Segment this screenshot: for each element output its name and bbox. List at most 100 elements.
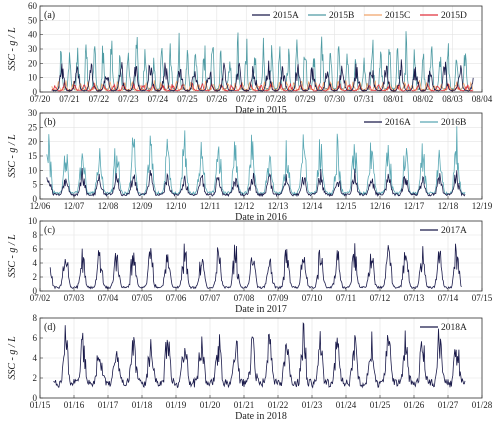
series-line-2018A	[53, 322, 466, 389]
x-tick-label: 07/27	[236, 94, 257, 104]
x-tick-label: 07/14	[438, 293, 459, 303]
x-tick-label: 12/19	[472, 201, 493, 211]
y-tick-label: 30	[28, 44, 38, 54]
legend-label-2017A: 2017A	[441, 226, 467, 236]
x-tick-label: 12/18	[438, 201, 459, 211]
x-tick-label: 01/21	[234, 400, 255, 410]
x-tick-label: 07/15	[472, 293, 493, 303]
x-tick-label: 07/21	[59, 94, 80, 104]
x-tick-label: 12/10	[166, 201, 187, 211]
x-tick-label: 07/28	[265, 94, 286, 104]
series-line-2016B	[46, 126, 466, 197]
x-tick-label: 12/08	[98, 201, 119, 211]
x-tick-label: 12/14	[302, 201, 323, 211]
chart-panel-2: 0 5 10 15 20 25 30 12/06 12/07 12/08 12/09 12/10 12/…	[7, 108, 493, 223]
legend-label-2018A: 2018A	[441, 323, 467, 333]
x-tick-label: 07/02	[30, 293, 51, 303]
x-tick-label: 01/20	[200, 400, 221, 410]
panel-label: (a)	[44, 10, 55, 21]
y-tick-label: 20	[28, 137, 38, 147]
x-axis-label: Date in 2017	[235, 304, 287, 315]
x-tick-label: 07/25	[177, 94, 198, 104]
y-tick-label: 0	[33, 286, 38, 296]
legend-label-2015D: 2015D	[441, 11, 467, 21]
x-tick-label: 12/11	[200, 201, 220, 211]
x-tick-label: 07/04	[98, 293, 119, 303]
x-tick-label: 08/04	[472, 94, 493, 104]
x-tick-label: 07/24	[148, 94, 169, 104]
y-tick-label: 20	[28, 58, 38, 68]
x-tick-label: 01/27	[438, 400, 459, 410]
y-tick-label: 25	[28, 122, 38, 132]
series-line-2017A	[49, 243, 462, 290]
series-line-2015D	[51, 81, 474, 92]
x-tick-label: 01/19	[166, 400, 187, 410]
y-tick-label: 0	[33, 393, 38, 403]
legend-label-2015C: 2015C	[385, 11, 410, 21]
x-tick-label: 01/28	[472, 400, 493, 410]
y-axis-label: SSC - g / L	[7, 336, 18, 380]
x-tick-label: 07/12	[370, 293, 391, 303]
x-tick-label: 01/25	[370, 400, 391, 410]
x-axis-label: Date in 2018	[235, 411, 287, 422]
panel-label: (c)	[44, 225, 55, 236]
axes-frame	[39, 220, 483, 292]
y-tick-label: 10	[28, 165, 38, 175]
y-tick-label: 15	[28, 151, 38, 161]
x-tick-label: 08/01	[383, 94, 404, 104]
x-tick-label: 12/06	[30, 201, 51, 211]
y-tick-label: 6	[33, 333, 38, 343]
x-tick-label: 07/23	[118, 94, 139, 104]
y-tick-label: 40	[28, 30, 38, 40]
y-tick-label: 60	[28, 1, 38, 11]
y-axis-label: SSC - g / L	[7, 134, 18, 178]
x-tick-label: 12/12	[234, 201, 255, 211]
x-tick-label: 12/13	[268, 201, 289, 211]
x-tick-label: 07/22	[89, 94, 110, 104]
x-tick-label: 08/03	[442, 94, 463, 104]
y-tick-label: 5	[33, 180, 38, 190]
x-tick-label: 07/29	[295, 94, 316, 104]
x-tick-label: 01/17	[98, 400, 119, 410]
x-axis-label: Date in 2015	[235, 105, 287, 116]
x-tick-label: 12/07	[64, 201, 85, 211]
x-tick-label: 01/22	[268, 400, 289, 410]
x-tick-label: 12/16	[370, 201, 391, 211]
x-tick-label: 01/26	[404, 400, 425, 410]
x-tick-label: 07/30	[324, 94, 345, 104]
x-tick-label: 12/09	[132, 201, 153, 211]
y-tick-label: 6	[33, 244, 38, 254]
legend-label-2015A: 2015A	[273, 11, 299, 21]
legend-label-2015B: 2015B	[329, 11, 354, 21]
y-tick-label: 50	[28, 15, 38, 25]
x-tick-label: 07/09	[268, 293, 289, 303]
y-axis-label: SSC - g / L	[7, 27, 18, 71]
x-tick-label: 12/17	[404, 201, 425, 211]
panel-label: (b)	[44, 117, 56, 128]
legend-label-2016A: 2016A	[385, 118, 411, 128]
x-tick-label: 07/26	[207, 94, 228, 104]
x-tick-label: 07/31	[354, 94, 375, 104]
x-tick-label: 12/15	[336, 201, 357, 211]
x-axis-label: Date in 2016	[235, 212, 287, 223]
series-line-2016A	[46, 167, 466, 198]
x-tick-label: 07/07	[200, 293, 221, 303]
legend-label-2016B: 2016B	[441, 118, 466, 128]
chart-panel-3: 0 2 4 6 8 10 07/02 07/03 07/04 07/05 07/06 07/07 07/…	[7, 216, 493, 315]
y-tick-label: 4	[33, 353, 38, 363]
y-tick-label: 0	[33, 87, 38, 97]
y-tick-label: 30	[28, 108, 38, 118]
x-tick-label: 01/18	[132, 400, 153, 410]
y-tick-label: 4	[33, 258, 38, 268]
x-tick-label: 07/10	[302, 293, 323, 303]
series-line-2015A	[51, 59, 474, 92]
chart-panel-4: 0 2 4 6 8 01/15 01/16 01/17 01/18 01/19 01/20 01/21…	[7, 313, 493, 422]
chart-panel-1: 0 10 20 30 40 50 60 07/20 07/21 07/22 07/23 07/24 07…	[7, 1, 493, 116]
x-tick-label: 01/16	[64, 400, 85, 410]
x-tick-label: 07/08	[234, 293, 255, 303]
x-tick-label: 07/20	[30, 94, 51, 104]
panel-label: (d)	[44, 322, 56, 333]
x-tick-label: 08/02	[413, 94, 434, 104]
y-tick-label: 0	[33, 194, 38, 204]
